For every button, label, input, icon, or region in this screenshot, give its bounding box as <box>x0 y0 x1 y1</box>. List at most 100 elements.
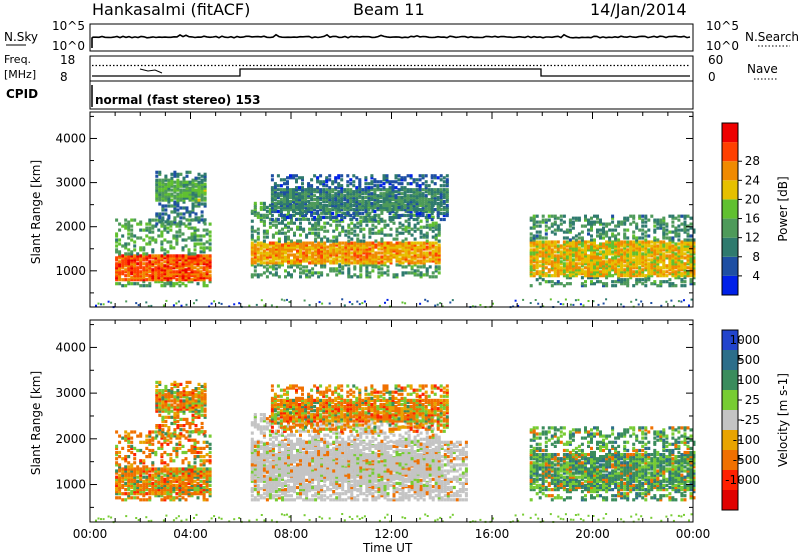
power-cell <box>173 184 177 188</box>
power-cell <box>182 180 186 184</box>
power-cell <box>437 267 441 271</box>
power-cell <box>349 206 353 210</box>
power-cell <box>686 260 690 264</box>
power-cell <box>668 264 672 268</box>
power-cell <box>317 243 321 247</box>
velocity-cell <box>133 490 137 494</box>
power-cell <box>302 215 306 219</box>
power-cell <box>182 196 186 200</box>
power-cell <box>544 244 548 248</box>
power-cell <box>419 265 423 269</box>
power-cell <box>356 233 360 237</box>
power-cell <box>292 196 295 200</box>
power-cell <box>314 237 318 241</box>
power-cell <box>158 188 162 192</box>
power-cell <box>580 224 584 228</box>
power-cell <box>145 256 149 260</box>
velocity-cell <box>175 479 179 483</box>
power-cell <box>428 209 432 213</box>
velocity-cell <box>187 485 191 490</box>
power-cell <box>445 209 449 214</box>
power-cell <box>428 247 432 251</box>
power-cell <box>412 202 416 206</box>
power-cell <box>692 240 696 244</box>
power-cell <box>529 270 533 274</box>
velocity-cell <box>190 467 194 471</box>
power-cell <box>623 244 627 248</box>
power-cell <box>303 299 306 302</box>
velocity-cell <box>190 450 194 455</box>
power-cell <box>179 212 183 216</box>
power-cell <box>398 241 402 245</box>
power-cell <box>349 190 353 194</box>
power-cell <box>611 216 615 220</box>
power-cell <box>316 204 320 208</box>
power-cell <box>376 200 380 204</box>
power-cell <box>323 251 327 255</box>
power-cell <box>629 272 633 276</box>
power-cell <box>287 261 290 265</box>
power-cell <box>310 198 314 202</box>
power-cell <box>608 268 612 272</box>
velocity-cell <box>178 471 182 475</box>
power-cell <box>538 260 542 264</box>
y-tick-label: 1000 <box>55 264 86 278</box>
velocity-cell <box>148 438 152 442</box>
power-cell <box>659 258 663 262</box>
power-cell <box>124 258 128 262</box>
power-cell <box>380 209 384 213</box>
power-cell <box>434 223 438 227</box>
power-cell <box>191 180 195 184</box>
power-cell <box>547 270 551 274</box>
power-cell <box>293 263 296 267</box>
power-cell <box>118 222 122 226</box>
power-cell <box>325 194 329 198</box>
power-cell <box>355 202 359 206</box>
power-cell <box>335 273 339 277</box>
power-cell <box>353 259 357 263</box>
velocity-cell <box>127 479 131 483</box>
power-cell <box>379 204 383 208</box>
power-cell <box>686 224 690 228</box>
power-cell <box>307 188 311 192</box>
power-cell <box>157 256 161 260</box>
power-cell <box>419 259 423 263</box>
power-cell <box>584 262 587 266</box>
power-cell <box>689 266 693 270</box>
power-cell <box>383 225 387 229</box>
power-cell <box>599 264 602 268</box>
power-cell <box>121 272 125 276</box>
velocity-cell <box>148 473 152 477</box>
power-cell <box>283 190 286 194</box>
power-cell <box>341 271 345 275</box>
power-cell <box>659 270 663 274</box>
power-cell <box>154 280 158 284</box>
power-cell <box>584 260 587 264</box>
power-cell <box>302 229 306 233</box>
power-cell <box>556 250 560 254</box>
power-cell <box>365 259 369 263</box>
power-cell <box>535 252 539 256</box>
power-cell <box>617 274 621 278</box>
power-cell <box>161 194 165 198</box>
power-cell <box>392 237 396 241</box>
power-cell <box>409 188 413 192</box>
power-cell <box>178 270 182 274</box>
velocity-cell <box>118 465 122 469</box>
power-cell <box>671 258 675 262</box>
velocity-cell <box>127 467 131 471</box>
power-cell <box>187 252 191 256</box>
power-cell <box>413 269 417 273</box>
velocity-cell <box>184 488 188 492</box>
power-cell <box>641 224 645 228</box>
power-cell <box>623 228 627 232</box>
power-cell <box>139 260 143 264</box>
velocity-cell <box>115 490 119 494</box>
power-cell <box>403 188 407 192</box>
power-cell <box>356 245 360 249</box>
power-cell <box>386 223 390 227</box>
power-cell <box>416 273 420 277</box>
power-cell <box>641 272 645 276</box>
power-cell <box>307 192 311 196</box>
power-cell <box>620 222 624 226</box>
